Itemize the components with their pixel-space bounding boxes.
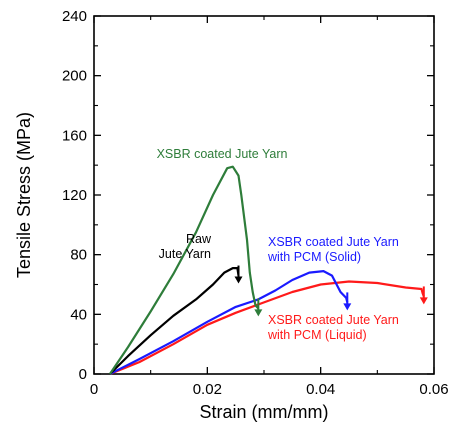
y-tick-label: 0: [79, 366, 87, 383]
y-tick-label: 160: [62, 127, 87, 144]
y-tick-label: 240: [62, 8, 87, 25]
series-layer: [108, 165, 425, 376]
xsbr-coated-failure-arrow: [254, 298, 263, 317]
y-tick-label: 40: [70, 306, 87, 323]
pcm-solid-series-line: [109, 270, 349, 375]
raw-jute-label: Raw Jute Yarn: [159, 232, 212, 261]
y-axis-title: Tensile Stress (MPa): [14, 112, 34, 278]
x-axis-title: Strain (mm/mm): [200, 402, 329, 422]
y-tick-label: 200: [62, 68, 87, 85]
pcm-solid-label: XSBR coated Jute Yarn with PCM (Solid): [267, 235, 399, 264]
pcm-solid-failure-arrow: [343, 292, 352, 311]
arrows-layer: [234, 265, 428, 317]
xsbr-coated-label: XSBR coated Jute Yarn: [157, 147, 288, 161]
pcm-liquid-label: XSBR coated Jute Yarn with PCM (Liquid): [267, 313, 399, 342]
pcm-liquid-series-line: [109, 280, 425, 376]
annotations-layer: XSBR coated Jute Yarn Raw Jute Yarn XSBR co…: [157, 147, 399, 342]
x-tick-label: 0.04: [306, 381, 335, 398]
x-tick-label: 0.06: [419, 381, 448, 398]
x-tick-label: 0.02: [193, 381, 222, 398]
ticks-layer: 0 0.02 0.04 0.06 0 40 80 120 160 200 240: [62, 8, 449, 398]
y-tick-label: 120: [62, 187, 87, 204]
xsbr-coated-series-line: [108, 165, 260, 375]
raw-jute-failure-arrow: [234, 265, 243, 284]
pcm-liquid-failure-arrow: [419, 286, 428, 305]
raw-jute-series-line: [109, 267, 240, 375]
x-tick-label: 0: [90, 381, 98, 398]
y-tick-label: 80: [70, 247, 87, 264]
